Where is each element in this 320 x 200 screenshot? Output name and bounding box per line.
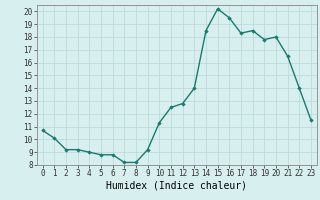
X-axis label: Humidex (Indice chaleur): Humidex (Indice chaleur) xyxy=(106,181,247,191)
